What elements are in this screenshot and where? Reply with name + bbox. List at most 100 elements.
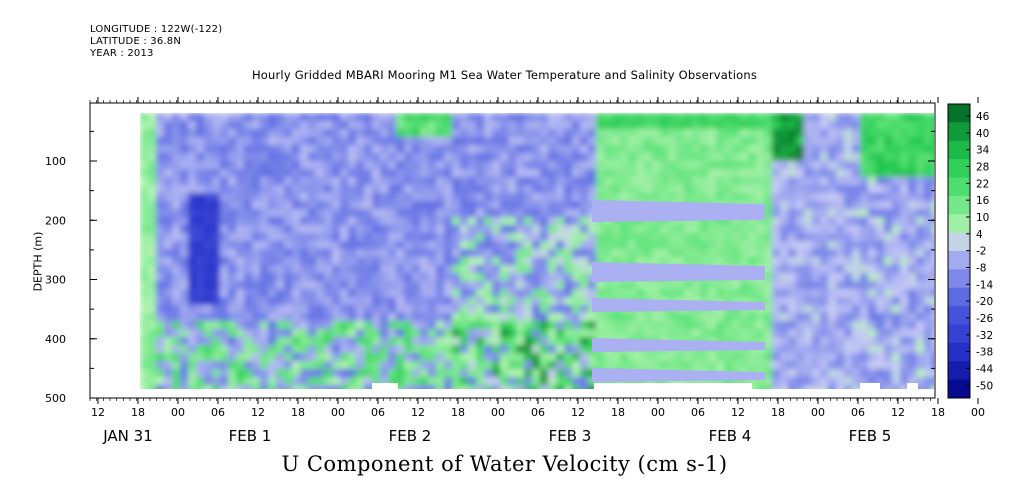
x-tick-label: 06: [851, 406, 865, 419]
heatmap-cell: [324, 377, 333, 386]
heatmap-cell: [428, 321, 437, 330]
heatmap-cell: [580, 217, 589, 226]
heatmap-cell: [460, 337, 469, 346]
heatmap-cell: [332, 369, 341, 378]
heatmap-cell: [540, 329, 549, 338]
heatmap-cell: [492, 257, 501, 266]
heatmap-cell: [484, 129, 493, 138]
heatmap-cell: [772, 241, 781, 250]
heatmap-cell: [788, 257, 797, 266]
heatmap-cell: [308, 353, 317, 362]
heatmap-cell: [876, 345, 885, 354]
heatmap-cell: [300, 345, 309, 354]
heatmap-cell: [380, 305, 389, 314]
heatmap-cell: [244, 313, 253, 322]
heatmap-cell: [428, 257, 437, 266]
heatmap-cell: [468, 137, 477, 146]
heatmap-cell: [876, 177, 885, 186]
heatmap-cell: [252, 329, 261, 338]
heatmap-cell: [908, 369, 917, 378]
heatmap-cell: [644, 169, 653, 178]
heatmap-cell: [404, 113, 413, 122]
heatmap-cell: [676, 241, 685, 250]
heatmap-cell: [540, 209, 549, 218]
heatmap-cell: [516, 185, 525, 194]
heatmap-cell: [276, 249, 285, 258]
heatmap-cell: [836, 161, 845, 170]
heatmap-cell: [708, 249, 717, 258]
heatmap-cell: [612, 281, 621, 290]
heatmap-cell: [692, 169, 701, 178]
heatmap-cell: [388, 329, 397, 338]
heatmap-cell: [236, 129, 245, 138]
heatmap-cell: [724, 313, 733, 322]
heatmap-cell: [316, 345, 325, 354]
heatmap-cell: [604, 193, 613, 202]
heatmap-cell: [932, 169, 934, 178]
heatmap-cell: [780, 265, 789, 274]
heatmap-cell: [924, 137, 933, 146]
heatmap-cell: [372, 193, 381, 202]
heatmap-cell: [412, 281, 421, 290]
heatmap-cell: [860, 169, 869, 178]
heatmap-cell: [876, 217, 885, 226]
heatmap-cell: [460, 265, 469, 274]
heatmap-cell: [604, 321, 613, 330]
heatmap-cell: [420, 369, 429, 378]
heatmap-cell: [332, 353, 341, 362]
heatmap-cell: [572, 153, 581, 162]
heatmap-cell: [300, 177, 309, 186]
heatmap-cell: [164, 153, 173, 162]
heatmap-cell: [204, 305, 213, 314]
heatmap-cell: [540, 377, 549, 386]
heatmap-cell: [868, 113, 877, 122]
heatmap-cell: [532, 337, 541, 346]
colorbar-segment: [948, 232, 970, 252]
heatmap-cell: [860, 337, 869, 346]
heatmap-cell: [276, 161, 285, 170]
heatmap-cell: [404, 305, 413, 314]
heatmap-cell: [572, 177, 581, 186]
heatmap-cell: [804, 281, 813, 290]
heatmap-cell: [804, 201, 813, 210]
heatmap-cell: [220, 249, 229, 258]
heatmap-cell: [324, 273, 333, 282]
heatmap-cell: [756, 233, 765, 242]
heatmap-cell: [180, 345, 189, 354]
heatmap-cell: [308, 129, 317, 138]
heatmap-cell: [732, 225, 741, 234]
heatmap-cell: [908, 137, 917, 146]
heatmap-cell: [564, 385, 573, 389]
heatmap-cell: [724, 353, 733, 362]
heatmap-cell: [268, 289, 277, 298]
heatmap-cell: [516, 145, 525, 154]
heatmap-cell: [188, 273, 197, 282]
heatmap-cell: [372, 353, 381, 362]
heatmap-cell: [692, 217, 701, 226]
heatmap-cell: [380, 161, 389, 170]
heatmap-cell: [932, 289, 934, 298]
heatmap-cell: [412, 345, 421, 354]
heatmap-cell: [220, 313, 229, 322]
heatmap-cell: [860, 313, 869, 322]
heatmap-cell: [764, 169, 773, 178]
heatmap-cell: [540, 321, 549, 330]
heatmap-cell: [604, 233, 613, 242]
heatmap-cell: [540, 385, 549, 389]
heatmap-cell: [660, 145, 669, 154]
heatmap-cell: [628, 281, 637, 290]
heatmap-cell: [556, 169, 565, 178]
heatmap-cell: [868, 353, 877, 362]
heatmap-cell: [444, 185, 453, 194]
heatmap-cell: [772, 113, 781, 122]
heatmap-cell: [620, 353, 629, 362]
heatmap-cell: [156, 289, 165, 298]
heatmap-cell: [828, 193, 837, 202]
heatmap-cell: [828, 353, 837, 362]
heatmap-cell: [460, 329, 469, 338]
heatmap-cell: [644, 241, 653, 250]
heatmap-cell: [484, 353, 493, 362]
heatmap-cell: [628, 185, 637, 194]
heatmap-cell: [340, 153, 349, 162]
heatmap-cell: [700, 361, 709, 370]
